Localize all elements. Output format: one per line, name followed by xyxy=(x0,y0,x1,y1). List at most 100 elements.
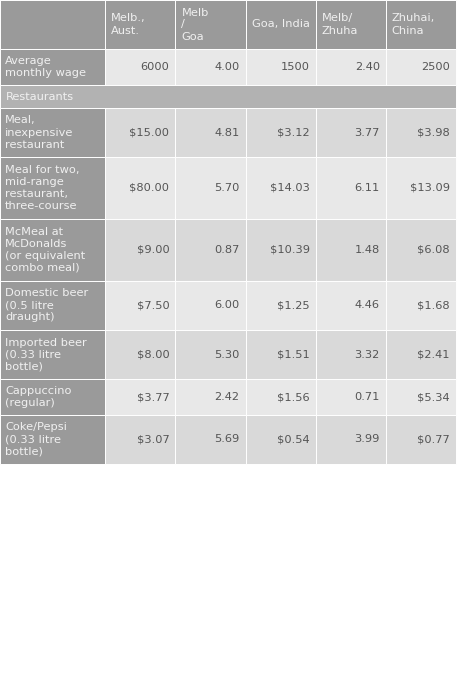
Bar xyxy=(386,0,456,49)
Bar xyxy=(316,330,386,379)
Bar xyxy=(105,49,175,85)
Bar xyxy=(105,415,175,464)
Bar xyxy=(316,0,386,49)
Bar xyxy=(105,330,175,379)
Text: 4.00: 4.00 xyxy=(214,62,239,72)
Text: 6.11: 6.11 xyxy=(355,183,380,193)
Text: McMeal at
McDonalds
(or equivalent
combo meal): McMeal at McDonalds (or equivalent combo… xyxy=(5,227,85,273)
Text: 3.99: 3.99 xyxy=(355,435,380,444)
Bar xyxy=(246,0,316,49)
Text: $3.07: $3.07 xyxy=(137,435,169,444)
Bar xyxy=(105,0,175,49)
Text: Goa, India: Goa, India xyxy=(252,19,310,30)
Text: $3.12: $3.12 xyxy=(277,127,310,138)
Text: 6.00: 6.00 xyxy=(214,300,239,311)
Bar xyxy=(316,415,386,464)
Text: 0.71: 0.71 xyxy=(355,392,380,402)
Text: Melb.,
Aust.: Melb., Aust. xyxy=(111,14,146,35)
Bar xyxy=(386,108,456,157)
Bar xyxy=(0,415,105,464)
Text: $3.98: $3.98 xyxy=(417,127,450,138)
Bar xyxy=(0,0,105,49)
Bar xyxy=(0,281,105,330)
Text: Imported beer
(0.33 litre
bottle): Imported beer (0.33 litre bottle) xyxy=(5,338,87,372)
Text: $1.56: $1.56 xyxy=(277,392,310,402)
Text: Cappuccino
(regular): Cappuccino (regular) xyxy=(5,386,72,408)
Bar xyxy=(105,379,175,415)
Text: $1.25: $1.25 xyxy=(277,300,310,311)
Bar xyxy=(105,157,175,219)
Bar xyxy=(316,108,386,157)
Bar xyxy=(316,379,386,415)
Text: 4.46: 4.46 xyxy=(355,300,380,311)
Text: 5.69: 5.69 xyxy=(214,435,239,444)
Bar xyxy=(386,379,456,415)
Bar xyxy=(105,108,175,157)
Text: Average
monthly wage: Average monthly wage xyxy=(5,56,86,78)
Text: Zhuhai,
China: Zhuhai, China xyxy=(392,14,435,35)
Text: 5.70: 5.70 xyxy=(214,183,239,193)
Bar xyxy=(246,157,316,219)
Bar xyxy=(0,85,456,108)
Text: 1500: 1500 xyxy=(281,62,310,72)
Bar xyxy=(175,108,246,157)
Text: 2500: 2500 xyxy=(421,62,450,72)
Bar xyxy=(0,49,105,85)
Text: 5.30: 5.30 xyxy=(214,349,239,360)
Bar xyxy=(0,108,105,157)
Bar xyxy=(246,219,316,281)
Text: Melb
/
Goa: Melb / Goa xyxy=(182,8,209,42)
Bar xyxy=(105,219,175,281)
Bar xyxy=(175,157,246,219)
Text: 0.87: 0.87 xyxy=(214,245,239,255)
Bar xyxy=(175,281,246,330)
Bar xyxy=(386,330,456,379)
Bar xyxy=(175,219,246,281)
Text: $0.54: $0.54 xyxy=(277,435,310,444)
Text: $14.03: $14.03 xyxy=(270,183,310,193)
Text: $8.00: $8.00 xyxy=(137,349,169,360)
Bar xyxy=(386,415,456,464)
Text: 2.40: 2.40 xyxy=(355,62,380,72)
Text: $5.34: $5.34 xyxy=(418,392,450,402)
Text: $1.51: $1.51 xyxy=(277,349,310,360)
Text: Coke/Pepsi
(0.33 litre
bottle): Coke/Pepsi (0.33 litre bottle) xyxy=(5,423,67,457)
Bar xyxy=(0,219,105,281)
Bar xyxy=(175,379,246,415)
Bar xyxy=(175,49,246,85)
Bar xyxy=(246,49,316,85)
Text: $6.08: $6.08 xyxy=(418,245,450,255)
Bar xyxy=(0,157,105,219)
Text: Domestic beer
(0.5 litre
draught): Domestic beer (0.5 litre draught) xyxy=(5,289,88,322)
Text: $80.00: $80.00 xyxy=(129,183,169,193)
Bar xyxy=(386,219,456,281)
Text: $3.77: $3.77 xyxy=(137,392,169,402)
Text: Meal,
inexpensive
restaurant: Meal, inexpensive restaurant xyxy=(5,116,73,149)
Text: Melb/
Zhuha: Melb/ Zhuha xyxy=(322,14,358,35)
Bar xyxy=(246,379,316,415)
Text: 2.42: 2.42 xyxy=(215,392,239,402)
Bar xyxy=(175,0,246,49)
Bar xyxy=(105,281,175,330)
Text: 4.81: 4.81 xyxy=(214,127,239,138)
Text: $9.00: $9.00 xyxy=(137,245,169,255)
Text: $7.50: $7.50 xyxy=(137,300,169,311)
Text: Restaurants: Restaurants xyxy=(6,91,74,102)
Text: Meal for two,
mid-range
restaurant,
three-course: Meal for two, mid-range restaurant, thre… xyxy=(5,165,80,211)
Bar xyxy=(175,415,246,464)
Bar xyxy=(316,281,386,330)
Text: 3.32: 3.32 xyxy=(355,349,380,360)
Bar xyxy=(0,330,105,379)
Text: $15.00: $15.00 xyxy=(129,127,169,138)
Bar xyxy=(246,108,316,157)
Text: 6000: 6000 xyxy=(140,62,169,72)
Bar xyxy=(246,281,316,330)
Text: $2.41: $2.41 xyxy=(418,349,450,360)
Text: $13.09: $13.09 xyxy=(410,183,450,193)
Bar xyxy=(386,281,456,330)
Bar xyxy=(0,379,105,415)
Bar xyxy=(316,157,386,219)
Text: $0.77: $0.77 xyxy=(417,435,450,444)
Text: 1.48: 1.48 xyxy=(355,245,380,255)
Text: $1.68: $1.68 xyxy=(418,300,450,311)
